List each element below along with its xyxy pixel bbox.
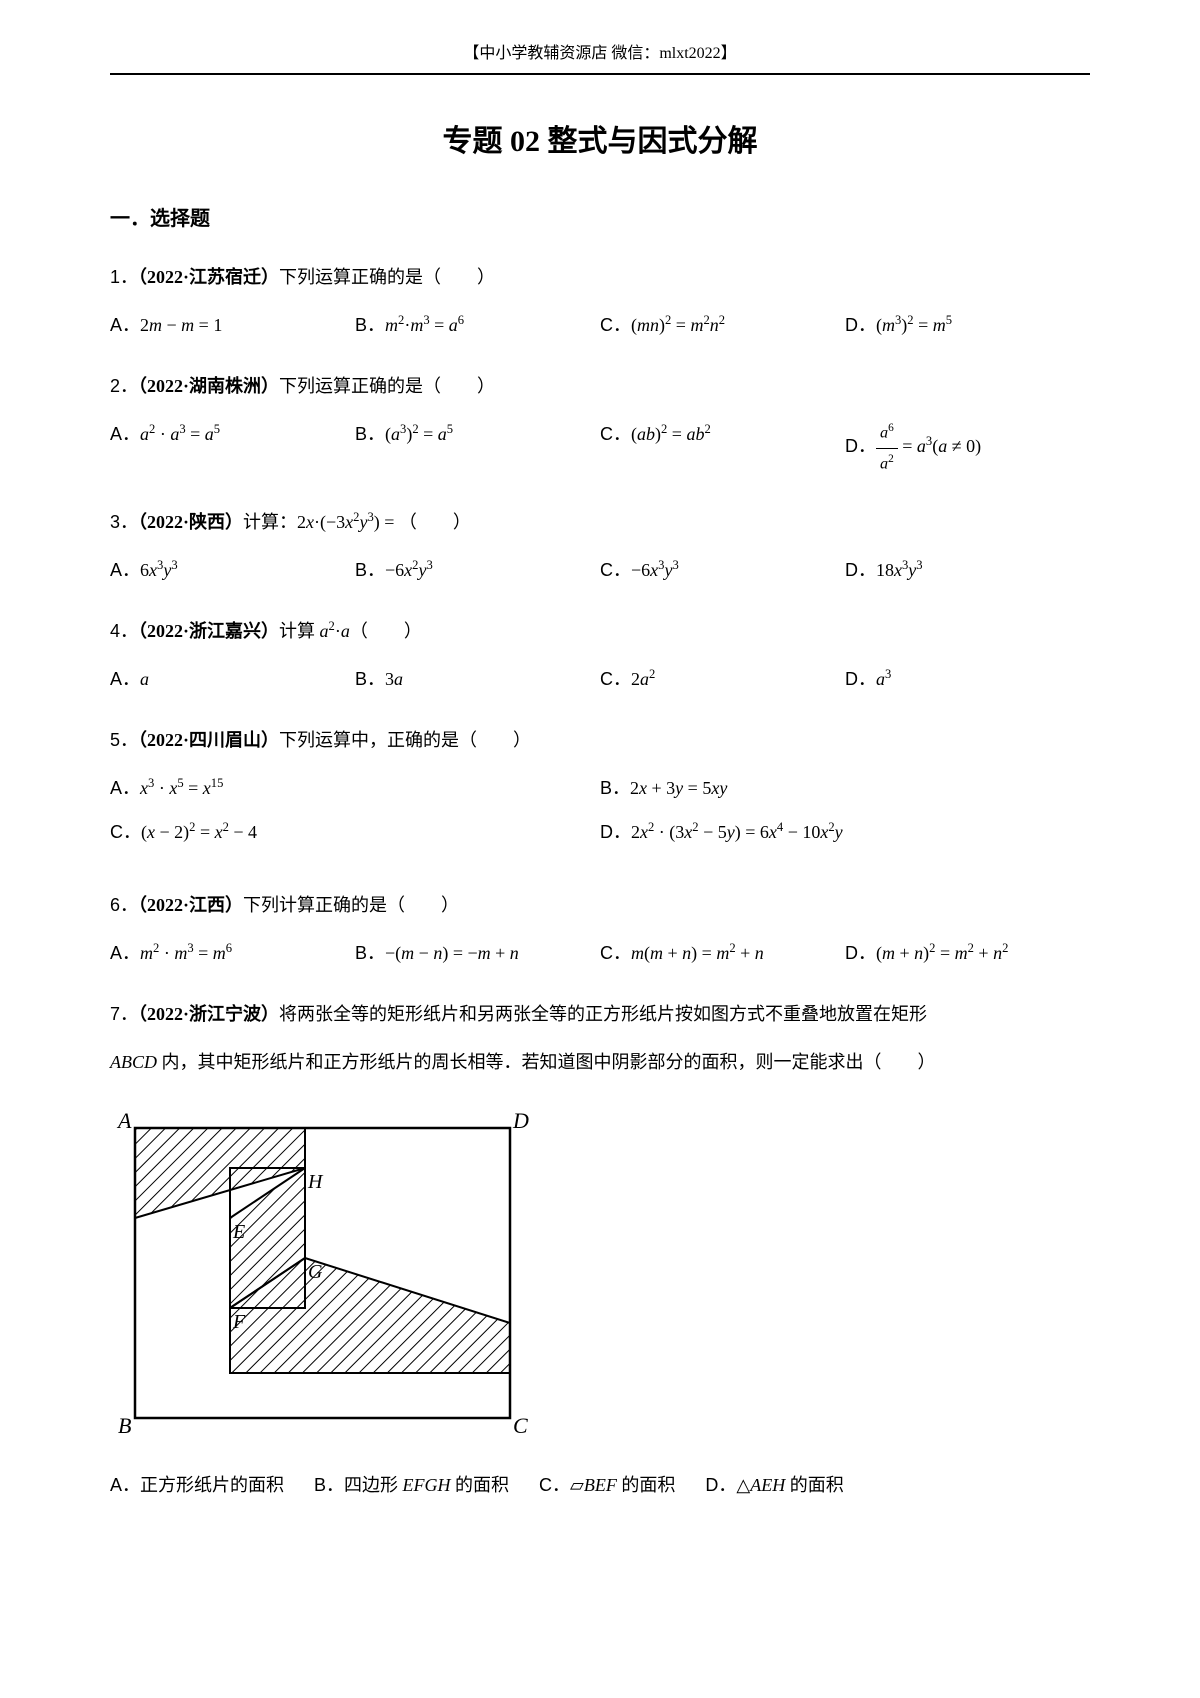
option: A．2m − m = 1 [110, 309, 355, 341]
option: C．−6x3y3 [600, 554, 845, 586]
options-row: A．x3 · x5 = x15B．2x + 3y = 5xyC．(x − 2)2… [110, 772, 1090, 861]
option: D．18x3y3 [845, 554, 1090, 586]
q7-text: 7．（2022·浙江宁波）将两张全等的矩形纸片和另两张全等的正方形纸片按如图方式… [110, 998, 1090, 1030]
question-text: 6．（2022·江西）下列计算正确的是（ ） [110, 889, 1090, 921]
svg-text:G: G [308, 1261, 323, 1283]
option: B．−6x2y3 [355, 554, 600, 586]
q7-diagram: A B C D E F G H [110, 1098, 1090, 1448]
question-text: 5．（2022·四川眉山）下列运算中，正确的是（ ） [110, 724, 1090, 756]
page-title: 专题 02 整式与因式分解 [110, 115, 1090, 169]
question-text: 4．（2022·浙江嘉兴）计算 a2·a（ ） [110, 615, 1090, 647]
option: A．x3 · x5 = x15 [110, 772, 600, 804]
question-3: 3．（2022·陕西）计算：2x·(−3x2y3) = （ ） A．6x3y3B．… [110, 506, 1090, 587]
option: B．2x + 3y = 5xy [600, 772, 1090, 804]
questions-container: 1．（2022·江苏宿迁）下列运算正确的是（ ） A．2m − m = 1B．m2… [110, 261, 1090, 970]
q7-opt-b: B．四边形 EFGH 的面积 [314, 1469, 509, 1501]
option: B．3a [355, 663, 600, 695]
question-2: 2．（2022·湖南株洲）下列运算正确的是（ ） A．a2 · a3 = a5B．… [110, 370, 1090, 478]
option: D．2x2 · (3x2 − 5y) = 6x4 − 10x2y [600, 816, 1090, 848]
q7-opt-d: D．△AEH 的面积 [705, 1469, 843, 1501]
option: D．a3 [845, 663, 1090, 695]
svg-text:C: C [513, 1413, 528, 1438]
question-4: 4．（2022·浙江嘉兴）计算 a2·a（ ） A．aB．3aC．2a2D．a3 [110, 615, 1090, 696]
option: B．(a3)2 = a5 [355, 418, 600, 478]
options-row: A．6x3y3B．−6x2y3C．−6x3y3D．18x3y3 [110, 554, 1090, 586]
option: C．(x − 2)2 = x2 − 4 [110, 816, 600, 848]
option: D．(m3)2 = m5 [845, 309, 1090, 341]
q7-options: A．正方形纸片的面积 B．四边形 EFGH 的面积 C．▱BEF 的面积 D．△… [110, 1469, 1090, 1501]
question-7: 7．（2022·浙江宁波）将两张全等的矩形纸片和另两张全等的正方形纸片按如图方式… [110, 998, 1090, 1502]
section-heading: 一．选择题 [110, 201, 1090, 237]
header-note: 【中小学教辅资源店 微信：mlxt2022】 [110, 40, 1090, 69]
question-6: 6．（2022·江西）下列计算正确的是（ ） A．m2 · m3 = m6B．−(… [110, 889, 1090, 970]
question-text: 3．（2022·陕西）计算：2x·(−3x2y3) = （ ） [110, 506, 1090, 538]
option: C．(ab)2 = ab2 [600, 418, 845, 478]
question-text: 2．（2022·湖南株洲）下列运算正确的是（ ） [110, 370, 1090, 402]
header-divider [110, 73, 1090, 75]
option: C．2a2 [600, 663, 845, 695]
svg-text:B: B [118, 1413, 131, 1438]
options-row: A．aB．3aC．2a2D．a3 [110, 663, 1090, 695]
svg-text:H: H [307, 1171, 324, 1193]
q7-stem2: ABCD 内，其中矩形纸片和正方形纸片的周长相等．若知道图中阴影部分的面积，则一… [110, 1046, 1090, 1078]
option: B．m2·m3 = a6 [355, 309, 600, 341]
option: A．6x3y3 [110, 554, 355, 586]
option: A．m2 · m3 = m6 [110, 937, 355, 969]
options-row: A．m2 · m3 = m6B．−(m − n) = −m + nC．m(m +… [110, 937, 1090, 969]
question-text: 1．（2022·江苏宿迁）下列运算正确的是（ ） [110, 261, 1090, 293]
svg-text:F: F [232, 1311, 246, 1333]
option: B．−(m − n) = −m + n [355, 937, 600, 969]
option: C．m(m + n) = m2 + n [600, 937, 845, 969]
question-1: 1．（2022·江苏宿迁）下列运算正确的是（ ） A．2m − m = 1B．m2… [110, 261, 1090, 342]
q7-stem1: 将两张全等的矩形纸片和另两张全等的正方形纸片按如图方式不重叠地放置在矩形 [279, 1004, 927, 1024]
q7-opt-a: A．正方形纸片的面积 [110, 1469, 284, 1501]
option: A．a [110, 663, 355, 695]
option: D．(m + n)2 = m2 + n2 [845, 937, 1090, 969]
option: C．(mn)2 = m2n2 [600, 309, 845, 341]
q7-opt-c: C．▱BEF 的面积 [539, 1469, 675, 1501]
options-row: A．a2 · a3 = a5B．(a3)2 = a5C．(ab)2 = ab2D… [110, 418, 1090, 478]
svg-text:A: A [116, 1108, 132, 1133]
option: A．a2 · a3 = a5 [110, 418, 355, 478]
options-row: A．2m − m = 1B．m2·m3 = a6C．(mn)2 = m2n2D．… [110, 309, 1090, 341]
question-5: 5．（2022·四川眉山）下列运算中，正确的是（ ） A．x3 · x5 = x1… [110, 724, 1090, 861]
q7-num: 7． [110, 1004, 138, 1024]
svg-text:D: D [512, 1108, 529, 1133]
diagram-svg: A B C D E F G H [110, 1098, 530, 1438]
q7-source: （2022·浙江宁波） [138, 1004, 279, 1024]
svg-text:E: E [232, 1221, 245, 1243]
option: D．a6a2 = a3(a ≠ 0) [845, 418, 1090, 478]
